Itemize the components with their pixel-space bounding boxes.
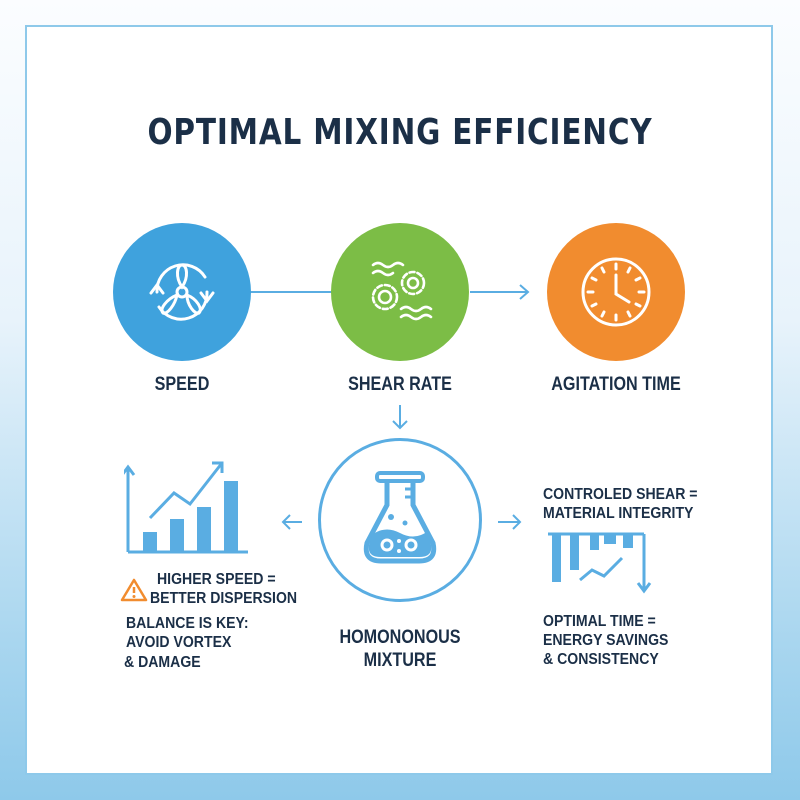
gears-waves-icon xyxy=(371,261,433,321)
left-note-line2: BETTER DISPERSION xyxy=(150,590,298,607)
left-note-line4: AVOID VORTEX xyxy=(126,634,232,651)
agitation-time-label: AGITATION TIME xyxy=(551,374,681,395)
left-note-line5: & DAMAGE xyxy=(124,654,201,671)
right-note-line4: ENERGY SAVINGS xyxy=(543,632,669,649)
speed-label: SPEED xyxy=(154,374,210,395)
mixture-label: HOMONONOUS MIXTURE xyxy=(315,626,485,672)
left-note-line1: HIGHER SPEED = xyxy=(157,571,276,588)
infographic-card xyxy=(25,25,773,775)
mixture-node xyxy=(318,438,482,602)
shear-rate-label: SHEAR RATE xyxy=(348,374,452,395)
clock-icon xyxy=(581,257,651,327)
right-note-line2: MATERIAL INTEGRITY xyxy=(543,505,694,522)
agitation-time-node xyxy=(547,223,685,361)
mixture-label-line2: MIXTURE xyxy=(363,650,437,671)
right-note-line5: & CONSISTENCY xyxy=(543,651,659,668)
propeller-rotation-icon xyxy=(149,263,215,321)
right-note-line1: CONTROLED SHEAR = xyxy=(543,486,698,503)
speed-node xyxy=(113,223,251,361)
shear-rate-node xyxy=(331,223,469,361)
warning-triangle-icon xyxy=(120,578,148,602)
right-note-line3: OPTIMAL TIME = xyxy=(543,613,656,630)
left-note-line3: BALANCE IS KEY: xyxy=(126,615,249,632)
page-title: OPTIMAL MIXING EFFICIENCY xyxy=(147,112,653,153)
bar-chart-rising-icon xyxy=(124,461,248,554)
mixture-label-line1: HOMONONOUS xyxy=(339,627,461,648)
bar-chart-falling-icon xyxy=(548,532,652,594)
flask-icon xyxy=(363,471,437,564)
